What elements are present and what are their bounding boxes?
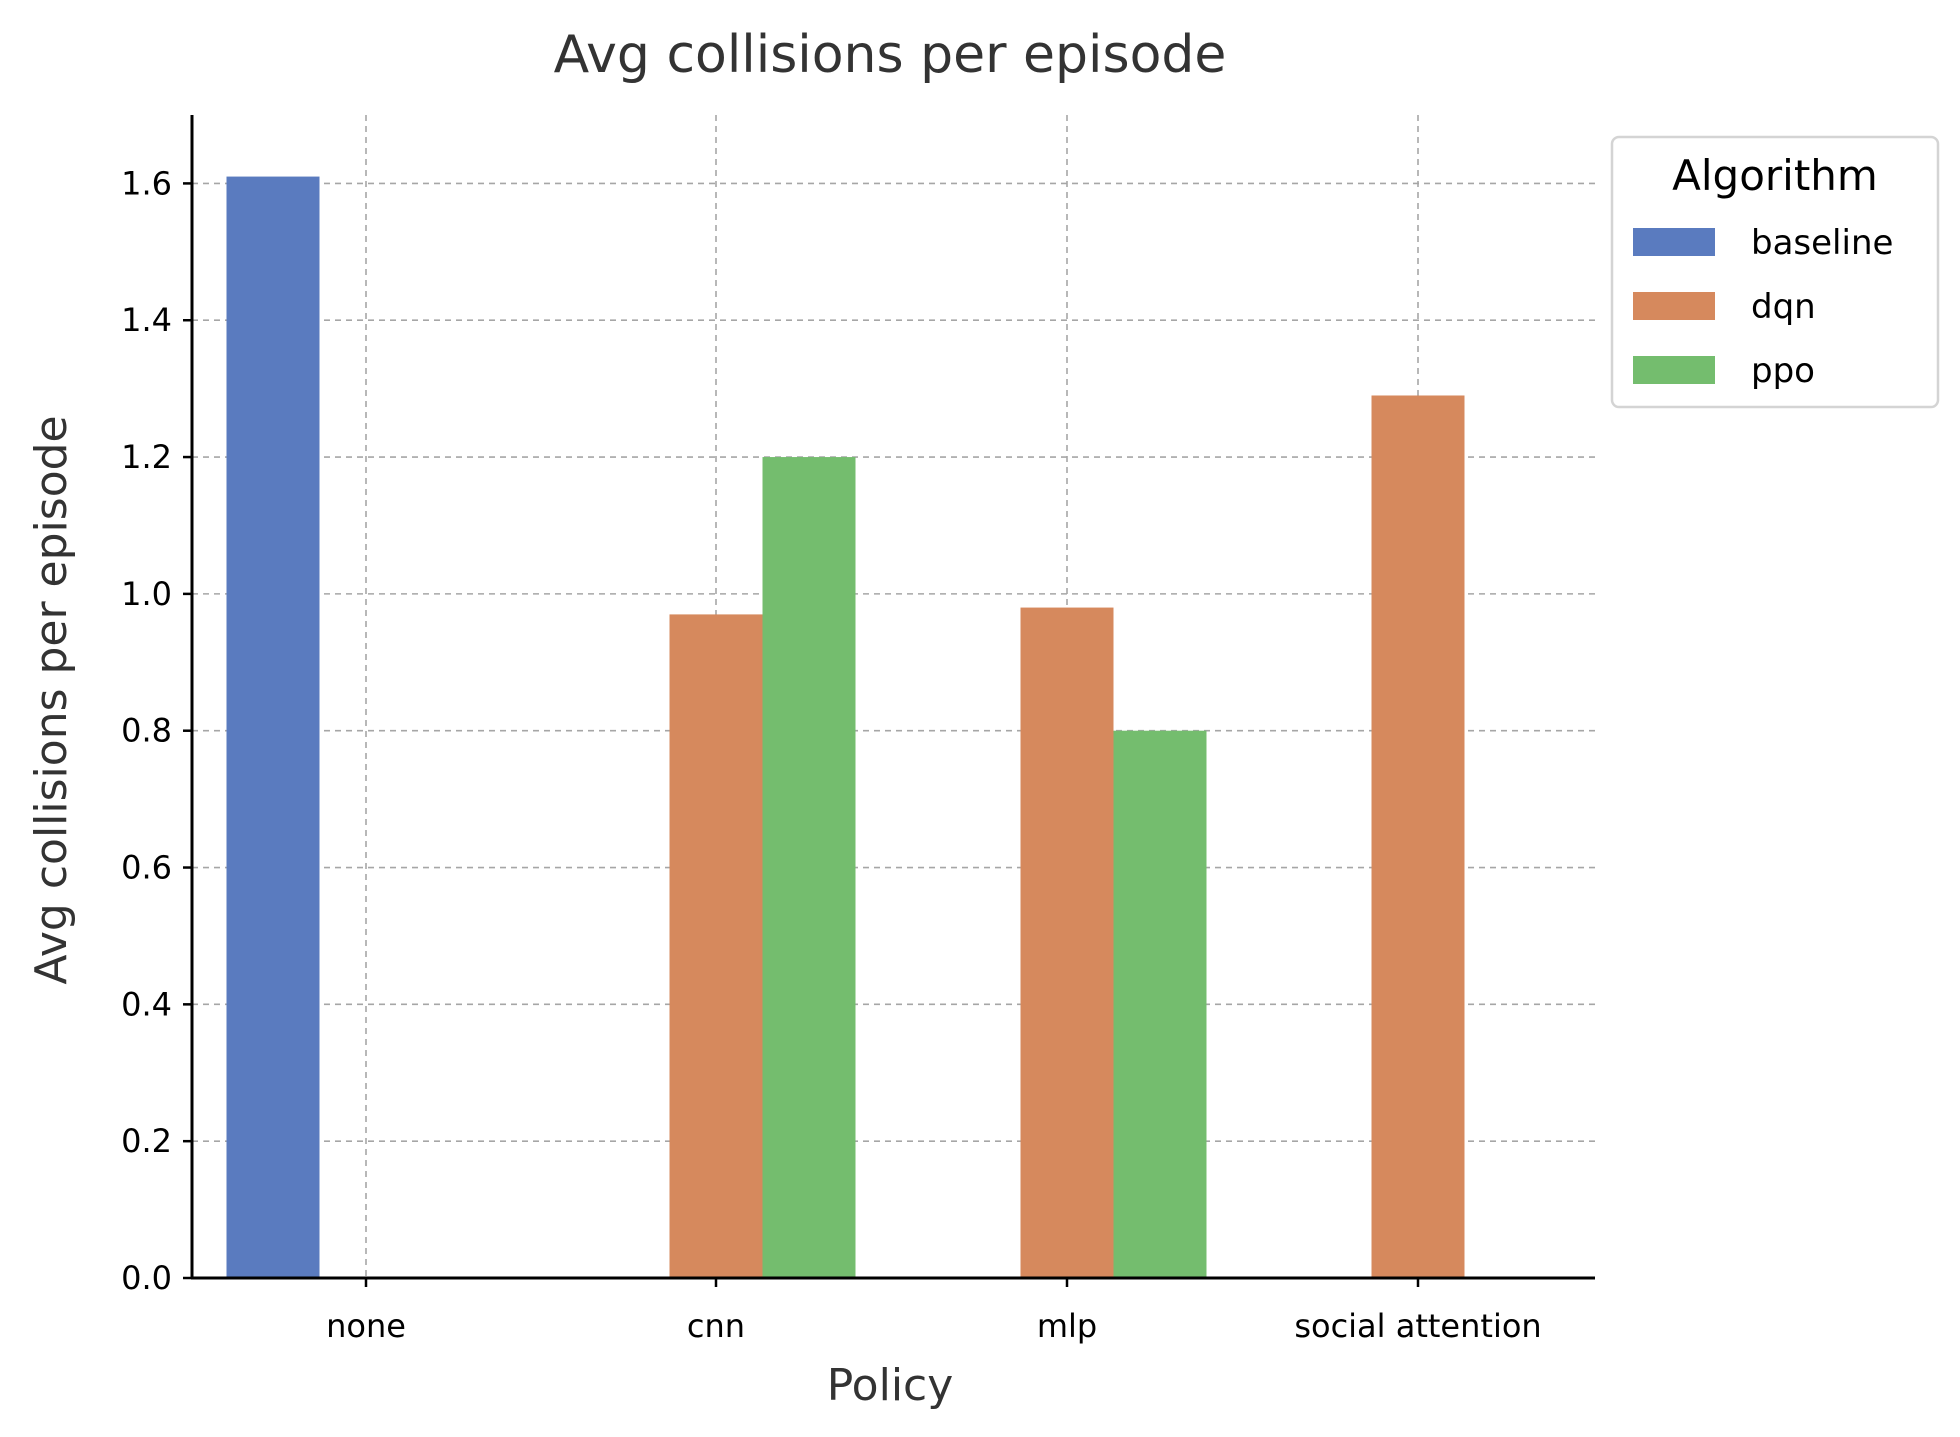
legend-title: Algorithm <box>1672 151 1878 200</box>
y-tick-label: 1.6 <box>121 164 172 202</box>
bar-ppo-mlp <box>1113 730 1207 1278</box>
bar-dqn-mlp <box>1020 607 1114 1278</box>
y-tick-label: 0.4 <box>121 985 172 1023</box>
legend: Algorithm baseline dqn ppo <box>1610 135 1940 409</box>
legend-swatch-baseline <box>1633 228 1715 256</box>
legend-label-dqn: dqn <box>1751 287 1816 327</box>
y-tick-label: 1.2 <box>121 438 172 476</box>
y-tick-label: 1.4 <box>121 301 172 339</box>
legend-swatch-ppo <box>1633 356 1715 384</box>
chart-title: Avg collisions per episode <box>554 25 1227 85</box>
legend-swatch-dqn <box>1633 292 1715 320</box>
x-axis-title: Policy <box>827 1360 954 1411</box>
x-tick-label-social-attention: social attention <box>1294 1307 1541 1345</box>
bar-ppo-cnn <box>762 457 856 1278</box>
legend-label-baseline: baseline <box>1751 223 1893 263</box>
y-tick-label: 0.6 <box>121 849 172 887</box>
y-tick-label: 0.8 <box>121 712 172 750</box>
legend-label-ppo: ppo <box>1751 351 1815 391</box>
x-tick-label-none: none <box>326 1307 406 1345</box>
y-axis-ticks: 0.0 0.2 0.4 0.6 0.8 1.0 1.2 1.4 1.6 <box>121 164 192 1297</box>
y-tick-label: 0.2 <box>121 1122 172 1160</box>
bar-dqn-social-attention <box>1371 395 1465 1278</box>
y-tick-label: 1.0 <box>121 575 172 613</box>
axes <box>190 115 1595 1280</box>
legend-frame <box>1610 135 1940 409</box>
y-tick-label: 0.0 <box>121 1259 172 1297</box>
y-axis-title: Avg collisions per episode <box>26 415 77 984</box>
x-tick-label-mlp: mlp <box>1037 1307 1097 1345</box>
x-axis-ticks: none cnn mlp social attention <box>326 1278 1542 1345</box>
bar-baseline-none <box>226 176 320 1279</box>
x-tick-label-cnn: cnn <box>687 1307 745 1345</box>
bar-dqn-cnn <box>669 614 763 1278</box>
bars <box>226 176 1465 1279</box>
